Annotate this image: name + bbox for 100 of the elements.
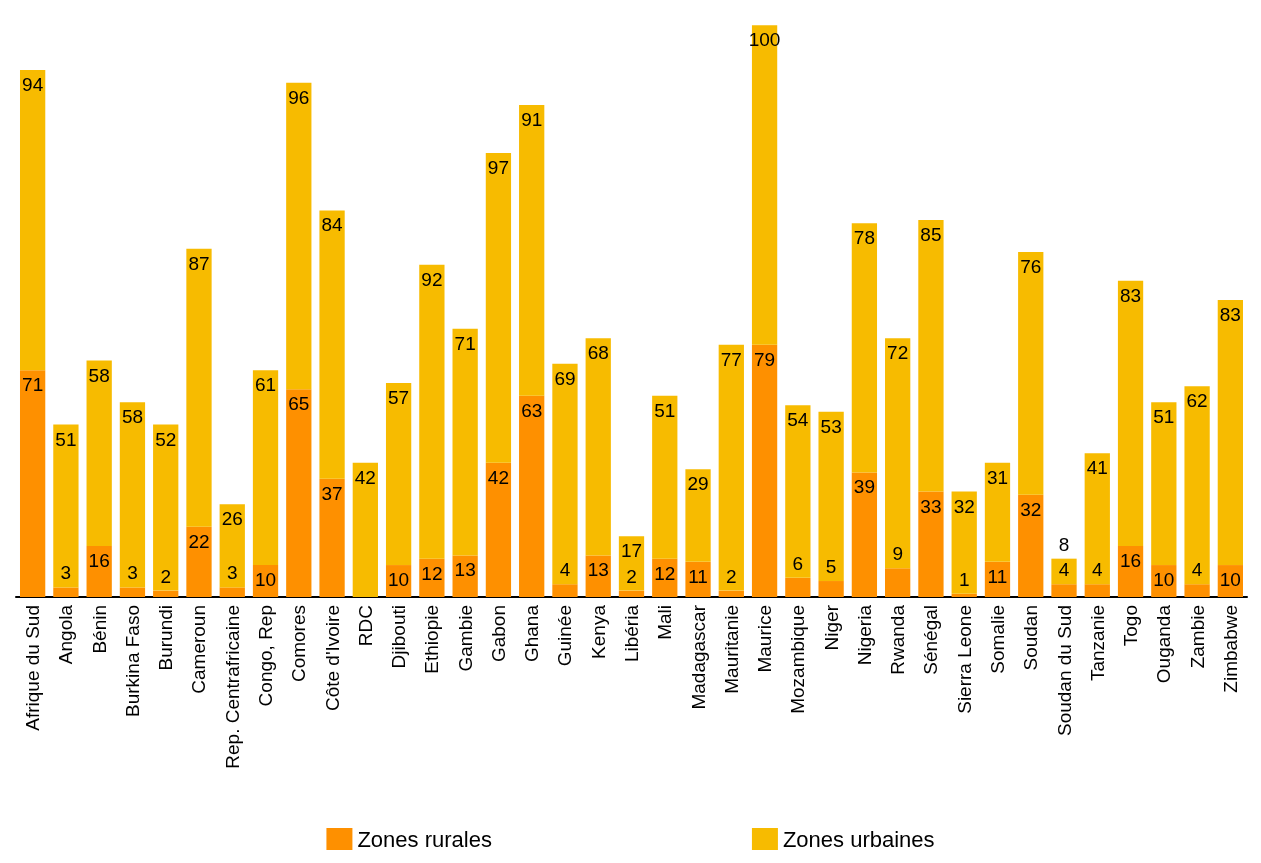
x-tick-label: Maurice: [754, 605, 776, 673]
data-label: 13: [587, 559, 609, 581]
data-label: 11: [688, 565, 708, 587]
bar: [552, 363, 578, 585]
bar: [519, 105, 545, 396]
bar: [186, 248, 212, 527]
data-label: 84: [321, 214, 344, 236]
legend-label: Zones urbaines: [782, 826, 935, 852]
x-tick-label: Somalie: [986, 605, 1008, 674]
data-label: 54: [787, 409, 809, 431]
x-tick-label: Madagascar: [687, 604, 709, 710]
data-label: 29: [687, 473, 709, 495]
bar: [19, 370, 46, 597]
x-tick-label: Burkina Faso: [121, 605, 143, 717]
legend-label: Zones rurales: [357, 826, 492, 852]
data-label: 2: [626, 565, 637, 587]
data-label: 3: [60, 562, 72, 584]
data-label: 97: [487, 156, 509, 178]
data-label: 10: [388, 569, 410, 591]
data-label: 4: [1191, 559, 1203, 581]
data-label: 41: [1086, 457, 1108, 479]
data-label: 72: [887, 342, 909, 364]
data-label: 37: [321, 482, 343, 504]
x-tick-label: Ghana: [521, 604, 543, 663]
bar: [885, 568, 911, 597]
x-tick-label: Sierra Leone: [953, 605, 975, 714]
bar: [1051, 584, 1077, 597]
data-label: 91: [521, 109, 543, 131]
bar: [751, 25, 778, 345]
x-tick-label: Comores: [288, 605, 310, 683]
data-label: 52: [155, 428, 177, 450]
bar: [419, 264, 445, 559]
bar: [751, 344, 778, 597]
data-label: 39: [853, 476, 875, 498]
bar: [885, 338, 911, 569]
data-label: 32: [953, 495, 975, 517]
bar: [718, 590, 744, 597]
bar: [452, 328, 478, 556]
data-label: 51: [654, 399, 676, 421]
bar: [485, 152, 512, 463]
x-tick-label: Ouganda: [1153, 604, 1175, 684]
x-tick-label: RDC: [354, 605, 376, 647]
x-tick-label: Kenya: [587, 604, 609, 659]
data-label: 1: [958, 568, 970, 590]
bar: [1184, 584, 1210, 597]
bar: [818, 411, 844, 582]
data-label: 77: [720, 348, 742, 370]
x-tick-label: Guinée: [554, 605, 576, 667]
bar: [618, 590, 645, 597]
data-label: 2: [726, 565, 737, 587]
data-label: 71: [454, 332, 476, 354]
data-label: 3: [127, 562, 138, 584]
data-label: 94: [22, 73, 44, 95]
bar: [286, 389, 312, 597]
data-label: 87: [188, 252, 210, 274]
data-label: 12: [421, 562, 443, 584]
bar: [19, 69, 46, 371]
bar: [319, 210, 345, 479]
bar: [286, 82, 312, 390]
bar: [385, 382, 412, 566]
data-label: 83: [1119, 284, 1142, 306]
bar: [1217, 299, 1244, 566]
x-tick-label: Congo, Rep: [255, 605, 277, 707]
bar: [219, 587, 245, 597]
bar: [585, 338, 611, 556]
bar: [685, 561, 711, 597]
bar: [685, 469, 711, 562]
bar: [153, 590, 179, 597]
data-label: 16: [1119, 549, 1142, 571]
data-label: 79: [754, 348, 776, 370]
data-label: 69: [554, 367, 576, 389]
bar: [153, 424, 179, 591]
bar: [951, 491, 977, 594]
data-label: 6: [792, 552, 804, 574]
x-tick-label: Togo: [1120, 605, 1142, 647]
data-label: 11: [987, 565, 1008, 587]
bar: [53, 424, 79, 588]
x-tick-label: Libéria: [621, 604, 642, 663]
data-label: 16: [88, 549, 110, 571]
data-label: 42: [487, 466, 509, 488]
data-label: 71: [22, 374, 44, 396]
data-label: 68: [587, 342, 609, 364]
data-label: 51: [1153, 406, 1175, 428]
data-label: 42: [354, 466, 376, 488]
data-label: 5: [825, 556, 837, 578]
bar: [1051, 558, 1077, 585]
x-tick-label: Zimbabwe: [1219, 605, 1241, 693]
x-tick-label: Zambie: [1186, 605, 1208, 669]
bar: [918, 491, 944, 597]
bar: [818, 581, 844, 597]
data-label: 13: [454, 559, 476, 581]
x-tick-label: Soudan du Sud: [1053, 605, 1075, 737]
bar: [851, 223, 878, 473]
data-label: 58: [121, 406, 144, 428]
x-tick-label: Gambie: [454, 605, 476, 672]
bar: [552, 584, 578, 597]
bar: [785, 405, 811, 578]
data-label: 96: [288, 86, 310, 108]
bar: [119, 587, 146, 597]
bar: [984, 462, 1011, 562]
